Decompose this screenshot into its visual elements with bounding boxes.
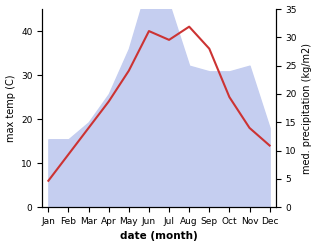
Y-axis label: max temp (C): max temp (C) [5,74,16,142]
Y-axis label: med. precipitation (kg/m2): med. precipitation (kg/m2) [302,43,313,174]
X-axis label: date (month): date (month) [120,231,198,242]
